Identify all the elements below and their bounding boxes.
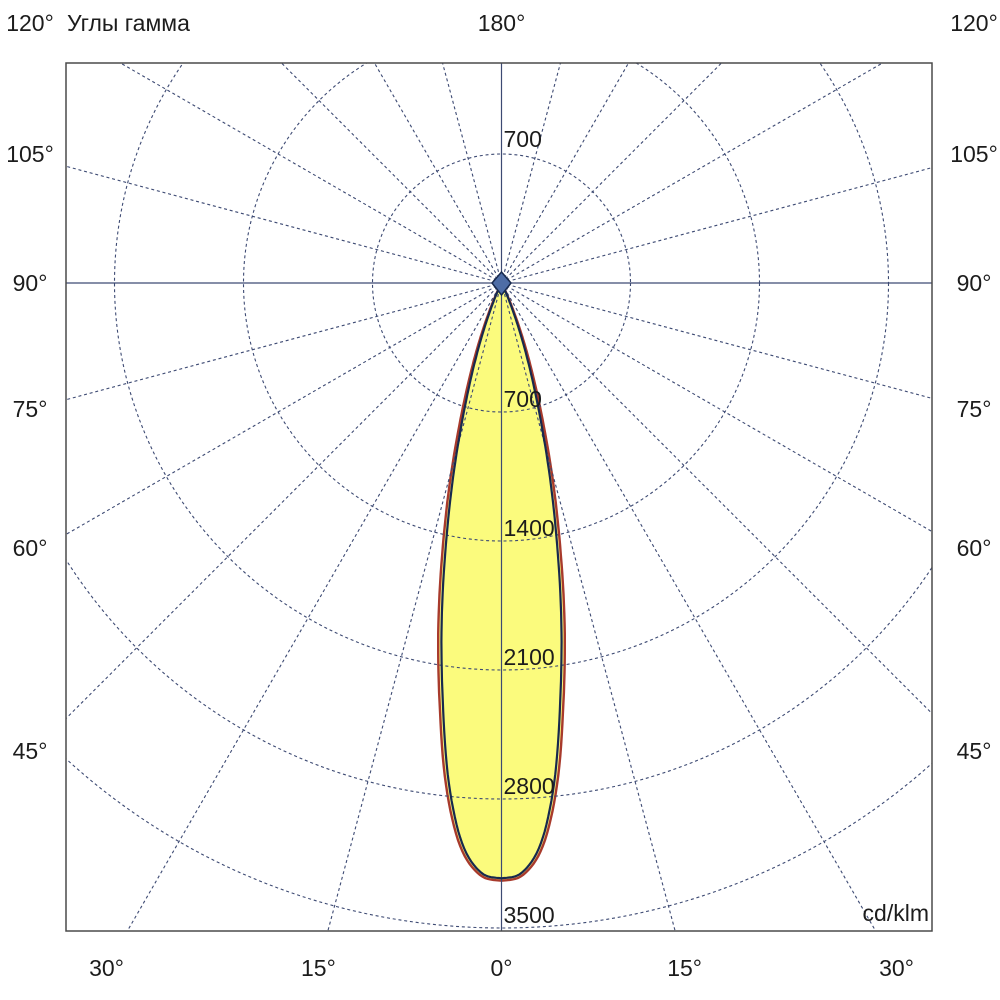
grid-radial-240 xyxy=(119,63,502,284)
angle-label-left-105: 105° xyxy=(6,141,54,167)
ring-label-700: 700 xyxy=(504,386,542,412)
ring-label-2800: 2800 xyxy=(504,773,555,799)
grid-radial-60 xyxy=(501,282,932,533)
grid-radial-120 xyxy=(501,63,884,284)
angle-label-right-60: 60° xyxy=(957,535,992,561)
grid-radial-30 xyxy=(501,282,877,931)
grid-radial-285 xyxy=(66,282,502,401)
angle-label-top-left: 120° xyxy=(6,10,54,36)
angle-label-bottom-0: 30° xyxy=(89,955,124,981)
angle-label-bottom-1: 15° xyxy=(301,955,336,981)
ring-label-2100: 2100 xyxy=(504,644,555,670)
ring-label-1400: 1400 xyxy=(504,515,555,541)
grid-radial-105 xyxy=(501,167,932,284)
grid-radial-300 xyxy=(66,282,502,536)
angle-label-bottom-4: 30° xyxy=(879,955,914,981)
center-marker xyxy=(491,270,512,297)
grid-radial-15 xyxy=(500,282,676,931)
angle-label-top-right: 120° xyxy=(950,10,998,36)
grid-radial-210 xyxy=(373,63,502,284)
angle-label-left-60: 60° xyxy=(13,535,48,561)
beam-lobe-outline xyxy=(440,280,563,880)
grid-radial-45 xyxy=(501,282,932,715)
ring-label-upper-700: 700 xyxy=(504,126,542,152)
chart-labels: 700 700 1400 2100 2800 3500 105° 90° 75° 60° 45° 10… xyxy=(6,126,998,981)
grid-radial-225 xyxy=(280,63,502,284)
grid-radial-315 xyxy=(66,282,502,720)
grid-radial-150 xyxy=(501,63,630,284)
angle-label-right-90: 90° xyxy=(957,270,992,296)
units-label: cd/klm xyxy=(863,900,929,926)
angle-label-bottom-3: 15° xyxy=(667,955,702,981)
grid-radial-195 xyxy=(441,63,503,284)
grid-radial-75 xyxy=(501,282,932,399)
angle-label-right-45: 45° xyxy=(957,738,992,764)
chart-title: Углы гамма xyxy=(67,10,190,36)
grid-radial-255 xyxy=(66,165,502,284)
ring-label-3500: 3500 xyxy=(504,902,555,928)
angle-label-left-45: 45° xyxy=(13,738,48,764)
angle-label-left-75: 75° xyxy=(13,396,48,422)
plot-frame xyxy=(65,62,933,932)
angle-label-bottom-2: 0° xyxy=(491,955,513,981)
angle-label-left-90: 90° xyxy=(13,270,48,296)
grid-radial-135 xyxy=(501,63,723,284)
grid-radial-330 xyxy=(126,282,502,931)
angle-label-top-center: 180° xyxy=(478,10,526,36)
angle-label-right-75: 75° xyxy=(957,396,992,422)
grid-radial-165 xyxy=(500,63,562,284)
angle-label-right-105: 105° xyxy=(950,141,998,167)
grid-radial-345 xyxy=(327,282,503,931)
